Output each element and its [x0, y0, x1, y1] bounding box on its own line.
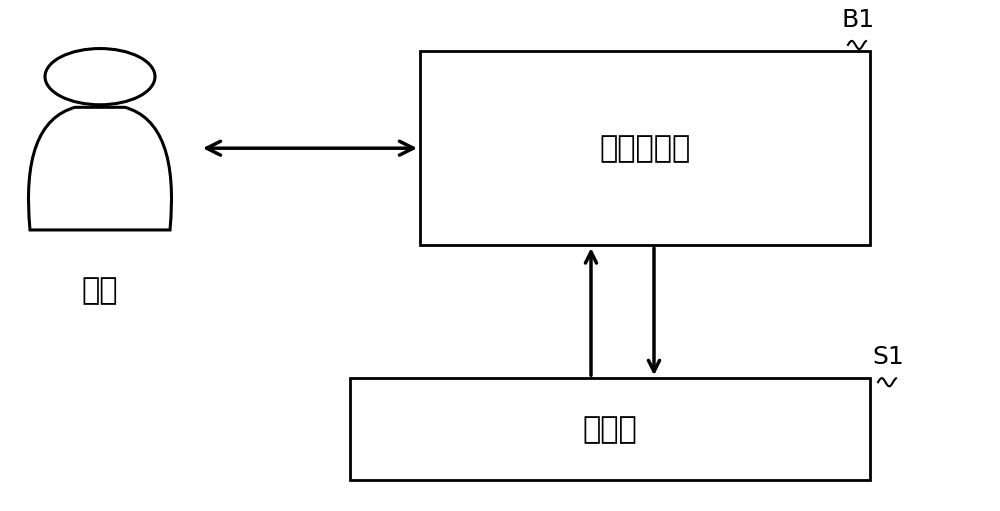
Text: S1: S1 [872, 345, 904, 369]
Text: 用户: 用户 [82, 276, 118, 305]
FancyBboxPatch shape [420, 51, 870, 245]
FancyBboxPatch shape [350, 378, 870, 480]
Text: B1: B1 [841, 8, 875, 32]
Text: 服务器: 服务器 [583, 415, 637, 444]
Text: 客户端设备: 客户端设备 [599, 134, 691, 162]
